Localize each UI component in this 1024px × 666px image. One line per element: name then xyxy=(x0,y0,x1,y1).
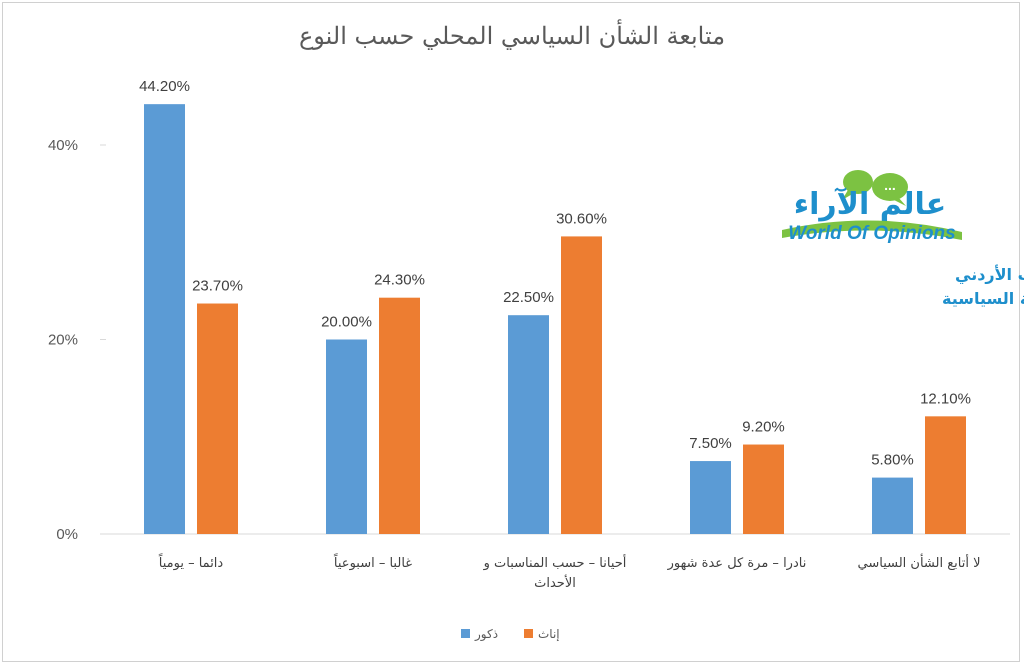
logo-speech-bubble-tail xyxy=(892,197,906,206)
category-label: دائما – يومياً xyxy=(158,553,223,571)
bar-female xyxy=(925,416,966,534)
data-label: 12.10% xyxy=(920,390,971,407)
bar-female xyxy=(379,297,420,534)
bar-female xyxy=(197,303,238,534)
bar-male xyxy=(144,104,185,534)
bar-male xyxy=(690,461,731,534)
category-label: الأحداث xyxy=(534,574,576,591)
data-labels: 44.20% 23.70% 20.00% 24.30% 22.50% 30.60% 7.50… xyxy=(139,78,971,468)
data-label: 24.30% xyxy=(374,272,425,289)
y-tick-label: 0% xyxy=(56,526,78,543)
bar-female xyxy=(743,444,784,534)
logo-swoosh xyxy=(782,220,962,240)
logo-speech-bubble-tail xyxy=(842,190,856,200)
logo-speech-bubble-icon xyxy=(872,173,908,201)
chart-title: متابعة الشأن السياسي المحلي حسب النوع xyxy=(298,22,726,50)
axes: 0% 20% 40% xyxy=(48,137,1010,543)
legend: ذكور إناث xyxy=(461,627,560,642)
y-tick-label: 20% xyxy=(48,332,78,349)
data-label: 44.20% xyxy=(139,78,190,95)
survey-subtitle-line-2: والمشاركة السياسية xyxy=(942,289,1024,308)
world-of-opinions-logo: ... عالم الآراء World Of Opinions xyxy=(782,170,962,244)
bar-male xyxy=(872,477,913,534)
logo-bubble-dots: ... xyxy=(884,177,896,193)
category-label: نادرا – مرة كل عدة شهور xyxy=(667,556,807,571)
data-label: 23.70% xyxy=(192,278,243,295)
legend-label: ذكور xyxy=(474,627,498,642)
bars xyxy=(144,104,966,535)
category-labels: دائما – يومياً غالبا – اسبوعياً أحيانا – ح… xyxy=(158,553,980,591)
data-label: 7.50% xyxy=(689,435,732,452)
logo-arabic-text: عالم الآراء xyxy=(794,187,947,222)
bar-female xyxy=(561,236,602,535)
category-label: أحيانا – حسب المناسبات و xyxy=(483,554,627,571)
logo-english-text: World Of Opinions xyxy=(788,223,955,244)
legend-swatch xyxy=(461,629,470,638)
bar-male xyxy=(326,339,367,534)
survey-subtitle-line-1: استطلاع الشباب الأردني xyxy=(955,265,1024,285)
logo-speech-bubble-icon xyxy=(843,170,873,194)
data-label: 9.20% xyxy=(742,419,785,436)
data-label: 20.00% xyxy=(321,314,372,331)
data-label: 22.50% xyxy=(503,289,554,306)
data-label: 30.60% xyxy=(556,210,607,227)
bar-male xyxy=(508,315,549,534)
legend-label: إناث xyxy=(538,627,560,641)
legend-swatch xyxy=(524,629,533,638)
data-label: 5.80% xyxy=(871,452,914,469)
category-label: غالبا – اسبوعياً xyxy=(333,553,412,571)
category-label: لا أتابع الشأن السياسي xyxy=(858,553,981,571)
y-tick-label: 40% xyxy=(48,137,78,154)
